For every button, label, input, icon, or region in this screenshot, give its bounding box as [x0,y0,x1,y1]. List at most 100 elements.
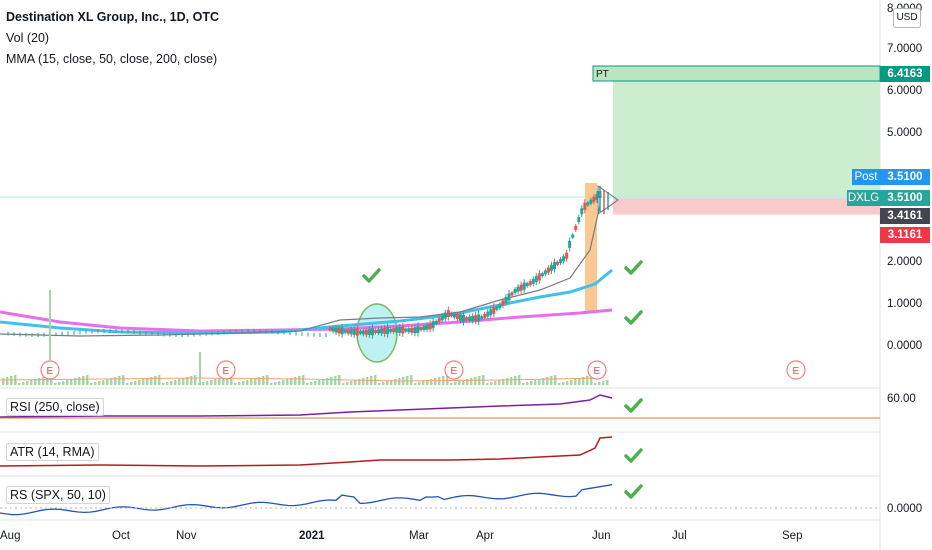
volume-bar [30,380,33,385]
candle-body [556,261,560,265]
mma-indicator-label[interactable]: MMA (15, close, 50, close, 200, close) [6,52,218,66]
candle-body [486,311,490,317]
time-axis-label: Apr [476,530,494,542]
candle-body [577,217,581,223]
earnings-marker [40,360,60,380]
candle-body [525,283,529,287]
time-axis-label: Jun [592,530,611,542]
volume-bar [2,378,5,385]
volume-bar [394,379,397,385]
volume-bar [66,380,69,385]
candle-body [531,278,535,284]
candle-body [549,264,553,271]
volume-bar [258,377,261,385]
candle-body [546,267,550,273]
volume-bar [190,376,193,385]
rsi-label[interactable]: RSI (250, close) [6,398,104,416]
candle-body [595,193,599,200]
candle-body [501,300,505,306]
volume-bar [486,383,489,385]
volume-bar [62,381,65,385]
ma15-line [0,204,601,337]
volume-bar [426,380,429,385]
volume-bar [534,380,537,385]
candle-body [401,326,405,334]
volume-bar [506,378,509,385]
candle-body [455,314,459,320]
candle-body [434,320,438,324]
candle-body [446,310,450,318]
earnings-marker-label: E [594,366,601,377]
earnings-marker [216,360,236,380]
volume-bar [274,382,277,385]
volume-bar [270,383,273,385]
volume-bar [178,379,181,385]
candle-body [562,256,566,262]
candle-body [483,313,487,318]
candle-body [340,327,344,335]
candle-body [552,262,556,270]
volume-bar [290,378,293,385]
volume-bar [138,380,141,385]
volume-bar [166,382,169,385]
atr-label[interactable]: ATR (14, RMA) [6,443,99,461]
volume-bar [450,383,453,385]
last-price-tag: 3.5100 [880,190,930,206]
time-axis-label: Sep [782,530,802,542]
candle-body [389,328,393,332]
candle-body [380,328,384,334]
volume-bar [222,377,225,385]
rs-line [0,484,613,516]
candle-body [398,326,402,333]
candle-body [471,315,475,321]
volume-bar [550,376,553,385]
candle-body [513,288,517,293]
candle-body [337,327,341,334]
volume-bar [458,381,461,385]
candle-body [592,196,596,202]
candle-body [374,330,378,334]
volume-bar [430,379,433,385]
volume-indicator-label[interactable]: Vol (20) [6,31,50,45]
volume-bar [86,375,89,385]
volume-bar [142,379,145,385]
candle-body [519,284,523,291]
volume-bar [362,378,365,385]
candle-body [492,306,496,314]
volume-bar [10,376,13,385]
candle-body [404,328,408,332]
candle-body [431,321,435,329]
ma50-line [0,268,613,335]
volume-bar [434,378,437,385]
candle-body [383,327,387,334]
candle-body [516,286,520,292]
volume-bar [38,378,41,385]
volume-bar [322,379,325,385]
candle-body [458,314,462,321]
volume-bar [74,378,77,385]
volume-bar [530,381,533,385]
candle-body [367,328,371,335]
candle-body [580,208,584,215]
volume-bar [446,375,449,385]
volume-bar [514,376,517,385]
candle-body [565,252,569,259]
volume-bar [174,380,177,385]
candle-body [498,304,502,309]
volume-bar [526,382,529,385]
currency-button[interactable]: USD [893,8,921,28]
candle-body [413,327,417,334]
pt-label: PT [596,69,609,80]
volume-bar [542,378,545,385]
volume-bar [502,379,505,385]
rs-label[interactable]: RS (SPX, 50, 10) [6,486,110,504]
volume-bar [78,377,81,385]
volume-bar [186,377,189,385]
candle-body [559,259,563,264]
candle-body [349,329,353,335]
volume-bar [262,376,265,385]
candle-body [568,240,572,248]
volume-bar [22,382,25,385]
rsi-line [0,394,613,418]
